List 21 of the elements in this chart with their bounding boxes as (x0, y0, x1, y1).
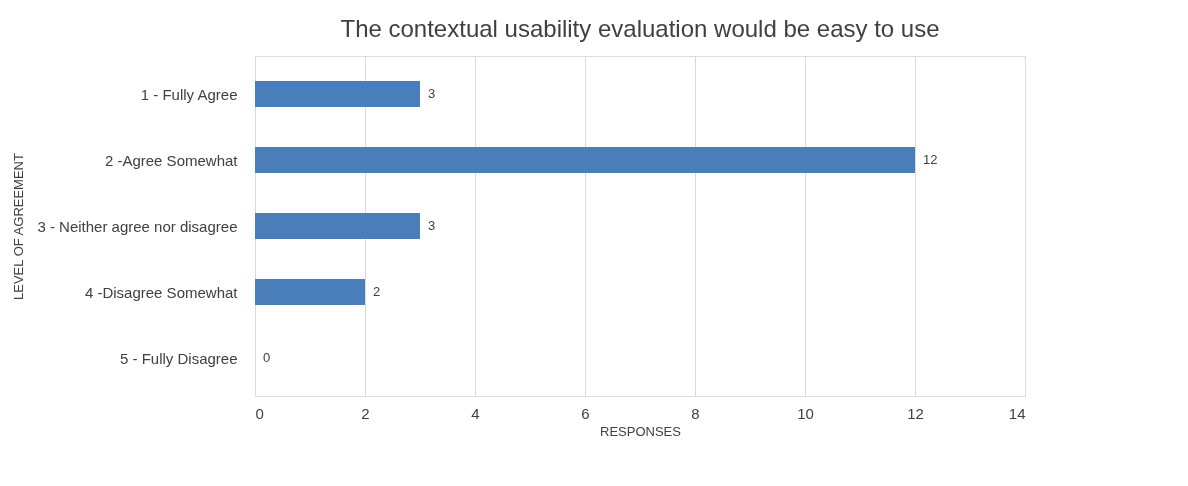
chart-title: The contextual usability evaluation would be easy to use (340, 15, 940, 42)
x-tick-label: 8 (691, 404, 700, 422)
x-tick-label: 4 (471, 404, 480, 422)
x-tick-label: 0 (255, 404, 264, 422)
y-tick-label: 4 -Disagree Somewhat (84, 283, 239, 301)
data-label: 12 (923, 152, 938, 167)
data-label: 3 (428, 218, 436, 233)
x-tick-label: 14 (1008, 404, 1026, 422)
data-label: 3 (428, 86, 436, 101)
data-label: 0 (263, 350, 271, 365)
x-axis-title: RESPONSES (600, 423, 682, 439)
data-label: 2 (373, 284, 381, 299)
x-tick-label: 10 (797, 404, 814, 422)
y-tick-label: 2 -Agree Somewhat (104, 151, 239, 169)
x-tick-label: 2 (361, 404, 370, 422)
y-tick-label: 5 - Fully Disagree (119, 349, 238, 367)
x-tick-label: 12 (907, 404, 924, 422)
x-tick-label: 6 (581, 404, 590, 422)
y-tick-label: 1 - Fully Agree (140, 85, 238, 103)
y-axis-title: LEVEL OF AGREEMENT (10, 153, 26, 300)
y-tick-label: 3 - Neither agree nor disagree (37, 217, 238, 235)
